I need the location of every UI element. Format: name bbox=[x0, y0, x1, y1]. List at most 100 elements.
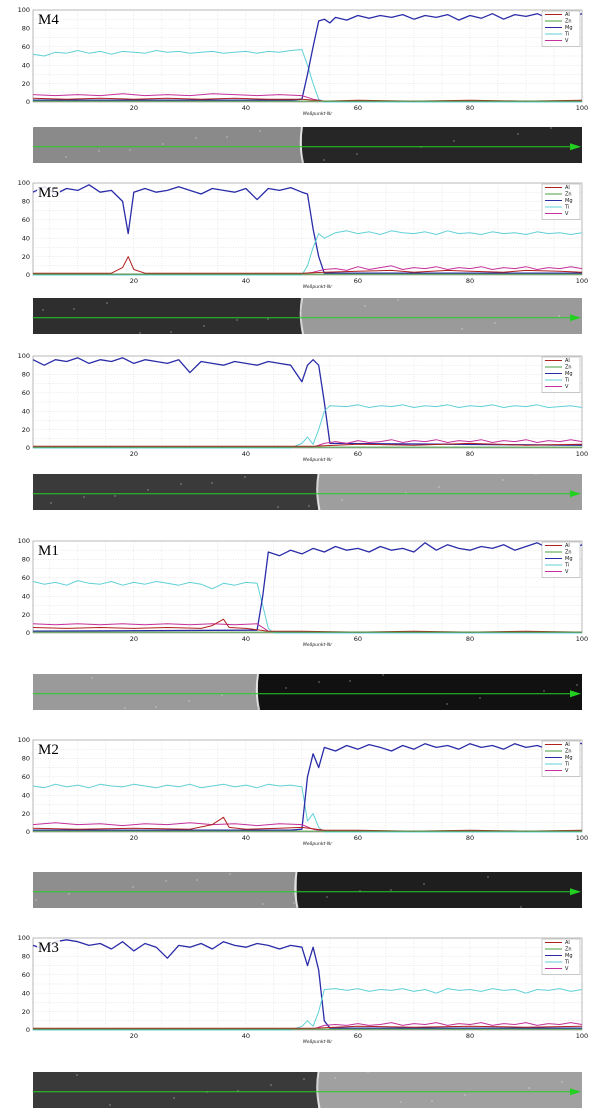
x-tick-label: 40 bbox=[242, 450, 250, 458]
plot-area bbox=[32, 355, 583, 449]
series-line-mg bbox=[32, 357, 583, 446]
sem-speckle bbox=[528, 1087, 530, 1089]
legend-entry: Al bbox=[565, 358, 570, 364]
legend-entry: Al bbox=[565, 940, 570, 946]
y-tick-label: 60 bbox=[22, 773, 30, 781]
sem-region-left bbox=[33, 298, 302, 334]
sem-speckle bbox=[270, 1084, 272, 1086]
sem-speckle bbox=[98, 150, 100, 152]
sem-speckle bbox=[91, 677, 93, 679]
sem-speckle bbox=[285, 687, 287, 689]
linescan-panel-2: 0 20 40 60 80 100 20 40 60 80 100 Meßpunkt-Nr Al Zn Mg… bbox=[0, 179, 597, 290]
legend-entry: Mg bbox=[565, 953, 573, 959]
legend-entry: Ti bbox=[564, 205, 569, 211]
sem-speckle bbox=[318, 681, 320, 683]
linescan-panel-3: 0 20 40 60 80 100 20 40 60 80 100 Meßpunkt-Nr Al Zn Mg… bbox=[0, 352, 597, 463]
sem-speckle bbox=[162, 143, 164, 145]
sem-speckle bbox=[129, 149, 131, 151]
interface-boundary bbox=[316, 1072, 321, 1108]
sem-speckle bbox=[446, 703, 448, 705]
legend bbox=[541, 541, 581, 578]
x-tick-label: 60 bbox=[354, 834, 362, 842]
sem-speckle bbox=[561, 1081, 563, 1083]
legend-entry: Al bbox=[565, 185, 570, 191]
y-tick-label: 60 bbox=[22, 43, 30, 51]
sem-speckle bbox=[543, 690, 545, 692]
x-tick-label: 80 bbox=[466, 1032, 474, 1040]
legend bbox=[541, 740, 581, 777]
sem-region-right bbox=[258, 674, 582, 710]
y-tick-label: 0 bbox=[26, 629, 30, 637]
y-tick-label: 40 bbox=[22, 791, 30, 799]
sem-speckle bbox=[211, 482, 213, 484]
x-tick-label: 60 bbox=[354, 277, 362, 285]
x-tick-label: 80 bbox=[466, 635, 474, 643]
sem-speckle bbox=[364, 305, 366, 307]
x-tick-label: 100 bbox=[576, 635, 588, 643]
legend-entry: Zn bbox=[565, 550, 572, 556]
sem-speckle bbox=[236, 319, 238, 321]
sem-region-right bbox=[302, 127, 582, 163]
sem-speckle bbox=[124, 707, 126, 709]
legend-entry: Zn bbox=[565, 749, 572, 755]
legend-entry: V bbox=[565, 211, 569, 217]
y-tick-label: 80 bbox=[22, 755, 30, 763]
x-tick-label: 100 bbox=[576, 834, 588, 842]
legend-entry: V bbox=[565, 768, 569, 774]
sem-speckle bbox=[520, 906, 522, 908]
sem-speckle bbox=[244, 476, 246, 478]
sem-speckle bbox=[229, 873, 231, 875]
legend-entry: Mg bbox=[565, 25, 573, 31]
sem-micrograph-2 bbox=[33, 298, 582, 334]
y-tick-label: 100 bbox=[18, 179, 30, 187]
y-tick-label: 60 bbox=[22, 574, 30, 582]
linescan-chart: 0 20 40 60 80 100 20 40 60 80 100 Meßpunkt-Nr AlZnMg… bbox=[18, 352, 589, 463]
plot-area bbox=[32, 540, 583, 634]
y-tick-label: 40 bbox=[22, 989, 30, 997]
y-tick-label: 0 bbox=[26, 98, 30, 106]
sem-region-right bbox=[318, 1072, 582, 1108]
interface-boundary bbox=[299, 127, 304, 163]
sem-speckle bbox=[165, 880, 167, 882]
sem-speckle bbox=[277, 506, 279, 508]
sem-speckle bbox=[341, 499, 343, 501]
series-line-al bbox=[33, 442, 583, 447]
sem-region-right bbox=[302, 298, 582, 334]
x-tick-label: 40 bbox=[242, 834, 250, 842]
y-tick-label: 0 bbox=[26, 444, 30, 452]
y-tick-label: 100 bbox=[18, 934, 30, 942]
sem-speckle bbox=[558, 315, 560, 317]
legend bbox=[541, 356, 581, 393]
sem-overlay bbox=[33, 474, 581, 510]
sem-speckle bbox=[221, 694, 223, 696]
sem-speckle bbox=[65, 156, 67, 158]
y-tick-label: 20 bbox=[22, 1008, 30, 1016]
x-tick-label: 100 bbox=[576, 450, 588, 458]
sem-speckle bbox=[576, 684, 578, 686]
sem-speckle bbox=[431, 1100, 433, 1102]
legend-entry: V bbox=[565, 569, 569, 575]
sem-micrograph-5 bbox=[33, 872, 582, 908]
interface-boundary bbox=[316, 474, 321, 510]
y-tick-label: 80 bbox=[22, 25, 30, 33]
legend-entry: Al bbox=[565, 543, 570, 549]
series-line-v bbox=[32, 822, 582, 832]
y-tick-label: 40 bbox=[22, 407, 30, 415]
plot-area bbox=[32, 9, 583, 103]
x-tick-label: 40 bbox=[242, 1032, 250, 1040]
x-tick-label: 20 bbox=[130, 635, 138, 643]
legend-entry: Zn bbox=[565, 192, 572, 198]
x-tick-label: 60 bbox=[354, 1032, 362, 1040]
sem-speckle bbox=[203, 325, 205, 327]
y-tick-label: 60 bbox=[22, 389, 30, 397]
sem-speckle bbox=[42, 309, 44, 311]
sem-speckle bbox=[367, 1072, 369, 1073]
sem-micrograph-1 bbox=[33, 127, 582, 163]
series-line-mg bbox=[33, 741, 583, 831]
y-tick-label: 20 bbox=[22, 253, 30, 261]
series-line-v bbox=[33, 265, 583, 275]
sem-speckle bbox=[453, 140, 455, 142]
x-tick-label: 80 bbox=[466, 450, 474, 458]
sem-speckle bbox=[147, 489, 149, 491]
scan-arrow-head bbox=[570, 888, 581, 896]
